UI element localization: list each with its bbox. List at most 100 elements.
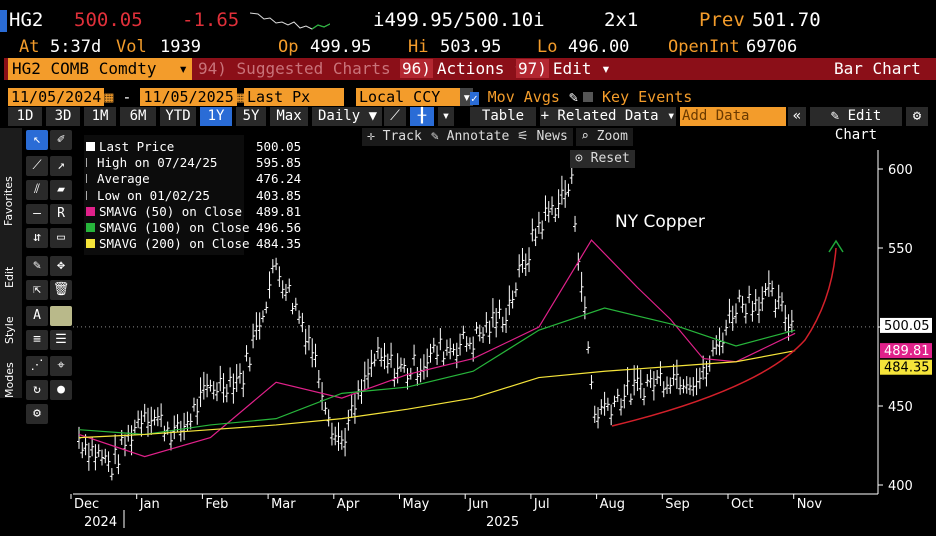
- pen-icon[interactable]: ✐: [50, 130, 72, 150]
- settings-gear-icon[interactable]: ⚙: [26, 404, 48, 424]
- key-events-toggle[interactable]: Key Events: [583, 88, 692, 106]
- collapse-icon[interactable]: «: [788, 107, 806, 126]
- mov-avgs-toggle[interactable]: ✓ Mov Avgs ✎: [470, 88, 578, 106]
- legend-item: SMAVG (200) on Close 484.35: [86, 236, 301, 251]
- currency-selector[interactable]: Local CCY ▾: [356, 88, 474, 106]
- legend-value: 403.85: [256, 187, 302, 203]
- ticker-symbol[interactable]: HG2: [9, 9, 44, 31]
- open-value: 499.95: [310, 37, 372, 57]
- bar-chart-icon[interactable]: ╂: [410, 107, 434, 126]
- suggested-charts-menu[interactable]: 94) Suggested Charts ▾: [198, 59, 410, 78]
- year-label: 2024: [84, 515, 117, 530]
- intraday-sparkline: [250, 12, 330, 30]
- legend-swatch: [86, 142, 95, 151]
- legend-item: SMAVG (100) on Close 496.56: [86, 220, 301, 235]
- bid-ask-size: 2x1: [604, 9, 639, 31]
- x-tick-label: May: [403, 497, 430, 512]
- pencil-icon[interactable]: ✎: [568, 88, 578, 106]
- price-tag-label: 500.05: [884, 319, 930, 334]
- period-3d-button[interactable]: 3D: [46, 107, 80, 126]
- retracement-icon[interactable]: R: [50, 204, 72, 224]
- edit-chart-button[interactable]: ✎ Edit Chart: [810, 107, 902, 143]
- brush-icon[interactable]: ✎: [26, 256, 48, 276]
- line-tool-icon[interactable]: ⟋: [26, 156, 48, 176]
- channel-tool-icon[interactable]: ⫽: [26, 180, 48, 200]
- trash-icon[interactable]: 🗑: [50, 280, 72, 300]
- related-data-button[interactable]: + Related Data ▾: [540, 107, 676, 126]
- at-value: 5:37d: [50, 37, 102, 57]
- field-selector[interactable]: Last Px: [244, 88, 345, 106]
- edit-menu[interactable]: 97) Edit ▾: [516, 59, 611, 78]
- date-range: 11/05/2024 ▦ - 11/05/2025 ▦: [8, 88, 246, 106]
- price-chart[interactable]: 400450500550600DecJanFebMarAprMayJunJulA…: [0, 128, 936, 536]
- security-field[interactable]: HG2 COMB Comdty ▾: [8, 58, 192, 80]
- period-max-button[interactable]: Max: [270, 107, 308, 126]
- x-tick-label: Aug: [600, 497, 625, 512]
- fib-tool-icon[interactable]: ▰: [50, 180, 72, 200]
- start-date-field[interactable]: 11/05/2024: [8, 88, 105, 106]
- reset-button[interactable]: ⊙ Reset: [570, 150, 635, 168]
- crosshair-mode-icon[interactable]: ⌖: [50, 356, 72, 376]
- checkbox-empty-icon[interactable]: [583, 92, 593, 102]
- period-1m-button[interactable]: 1M: [84, 107, 116, 126]
- rectangle-tool-icon[interactable]: ▭: [50, 228, 72, 248]
- select-icon[interactable]: ⇱: [26, 280, 48, 300]
- line-style-icon[interactable]: ☰: [50, 330, 72, 350]
- cursor-icon[interactable]: ↖: [26, 130, 48, 150]
- end-date-field[interactable]: 11/05/2025: [140, 88, 237, 106]
- legend-label: SMAVG (100) on Close: [99, 220, 250, 235]
- calendar-icon[interactable]: ▦: [104, 88, 114, 106]
- low-value: 496.00: [568, 37, 630, 57]
- legend-label: SMAVG (50) on Close: [99, 203, 242, 219]
- palette-icon[interactable]: ●: [50, 380, 72, 400]
- y-tick-label: 550: [888, 242, 913, 257]
- calendar-icon[interactable]: ▦: [236, 88, 246, 106]
- gear-icon[interactable]: ⚙: [906, 107, 928, 126]
- color-swatch-icon[interactable]: [50, 306, 72, 326]
- legend-swatch: [86, 174, 93, 184]
- x-tick-label: Jan: [139, 497, 160, 512]
- price-change: -1.65: [182, 9, 240, 31]
- price-tag-label: 484.35: [884, 361, 930, 376]
- chevron-down-icon[interactable]: ▾: [438, 107, 454, 126]
- annotate-button[interactable]: ✎ Annotate: [426, 128, 515, 146]
- high-value: 503.95: [440, 37, 502, 57]
- legend-item: Average 476.24: [86, 171, 301, 187]
- dotted-line-icon[interactable]: ⋰: [26, 356, 48, 376]
- y-tick-label: 450: [888, 400, 913, 415]
- at-label: At: [19, 37, 40, 57]
- price-tag: [880, 359, 932, 375]
- period-1y-button[interactable]: 1Y: [200, 107, 232, 126]
- add-data-input[interactable]: Add Data: [680, 107, 786, 126]
- table-button[interactable]: Table: [470, 107, 536, 126]
- recurring-mode-icon[interactable]: ↻: [26, 380, 48, 400]
- frequency-select[interactable]: Daily ▼: [312, 107, 382, 126]
- legend-value: 500.05: [256, 139, 302, 154]
- period-5y-button[interactable]: 5Y: [236, 107, 266, 126]
- legend-label: Last Price: [99, 139, 175, 154]
- news-button[interactable]: ⚟ News: [512, 128, 573, 146]
- track-button[interactable]: ✛ Track: [362, 128, 427, 146]
- actions-menu[interactable]: 96) Actions ▾: [400, 59, 524, 78]
- period-ytd-button[interactable]: YTD: [160, 107, 196, 126]
- low-label: Lo: [537, 37, 558, 57]
- ray-tool-icon[interactable]: ↗: [50, 156, 72, 176]
- line-weight-icon[interactable]: ≡: [26, 330, 48, 350]
- line-chart-icon[interactable]: ⟋: [384, 107, 406, 126]
- legend-label: Average: [97, 171, 150, 187]
- menu-bar: HG2 COMB Comdty▾ 94) Suggested Charts ▾ …: [4, 58, 936, 80]
- legend-item: Low on 01/02/25 403.85: [86, 188, 301, 203]
- text-style-icon[interactable]: A: [26, 306, 48, 326]
- zoom-button[interactable]: ⌕ Zoom: [576, 128, 633, 146]
- legend-value: 595.85: [256, 155, 302, 171]
- arrows-tool-icon[interactable]: ⇵: [26, 228, 48, 248]
- move-icon[interactable]: ✥: [50, 256, 72, 276]
- legend-swatch: [86, 158, 93, 168]
- checkbox-checked-icon[interactable]: ✓: [470, 92, 479, 105]
- period-1d-button[interactable]: 1D: [8, 107, 42, 126]
- legend-swatch: [86, 223, 95, 232]
- period-6m-button[interactable]: 6M: [120, 107, 156, 126]
- x-tick-label: Sep: [665, 497, 690, 512]
- legend-item: High on 07/24/25 595.85: [86, 155, 301, 170]
- hline-tool-icon[interactable]: —: [26, 204, 48, 224]
